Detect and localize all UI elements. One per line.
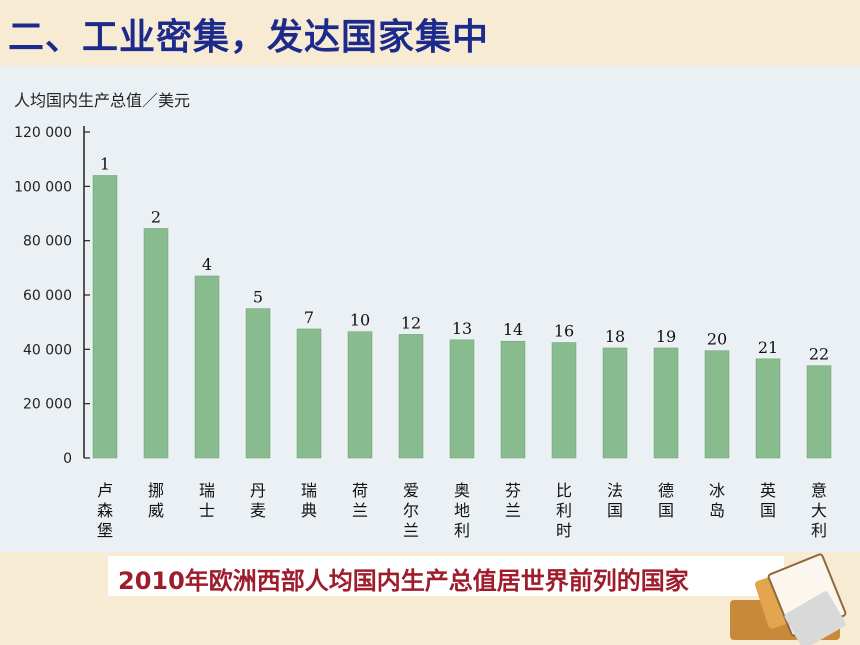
category-label-char: 尔: [403, 501, 419, 520]
y-axis-label: 人均国内生产总值／美元: [14, 91, 190, 110]
bars: [92, 175, 832, 459]
y-tick-label: 20 000: [23, 397, 72, 413]
rank-label: 12: [401, 313, 421, 332]
category-label-char: 森: [97, 501, 113, 520]
category-label-char: 瑞: [199, 481, 215, 500]
bar: [653, 347, 679, 459]
rank-label: 5: [253, 288, 263, 307]
bar: [500, 340, 526, 459]
rank-label: 16: [554, 322, 574, 341]
rank-label: 18: [605, 327, 625, 346]
bar: [704, 350, 730, 459]
rank-label: 1: [100, 154, 110, 173]
category-label-char: 岛: [709, 501, 725, 520]
bar: [755, 358, 781, 459]
category-label-char: 麦: [250, 501, 266, 520]
category-label-char: 芬: [505, 481, 521, 500]
category-label-char: 瑞: [301, 481, 317, 500]
rank-label: 14: [503, 320, 523, 339]
category-label-char: 典: [301, 501, 317, 520]
bar: [347, 331, 373, 459]
bar: [806, 365, 832, 459]
chart-panel: [0, 66, 860, 552]
category-label-char: 兰: [505, 501, 521, 520]
rank-label: 4: [202, 255, 212, 274]
rank-label: 21: [758, 338, 778, 357]
y-tick-label: 60 000: [23, 288, 72, 304]
category-label-char: 兰: [352, 501, 368, 520]
y-axis: 0 20 000 40 000 60 000 80 000 100 000 120 000: [14, 125, 90, 467]
category-label-char: 国: [607, 501, 623, 520]
category-label-char: 威: [148, 501, 164, 520]
bar: [398, 334, 424, 459]
category-label-char: 时: [556, 521, 572, 540]
category-label-char: 国: [658, 501, 674, 520]
category-label-char: 冰: [709, 481, 725, 500]
rank-label: 19: [656, 327, 676, 346]
category-label-char: 挪: [148, 481, 164, 500]
category-label-char: 地: [454, 501, 470, 520]
category-label-char: 丹: [250, 481, 266, 500]
category-label-char: 法: [607, 481, 623, 500]
bar: [245, 308, 271, 459]
category-label-char: 英: [760, 481, 776, 500]
category-label-char: 利: [556, 501, 572, 520]
y-tick-label: 100 000: [14, 179, 72, 195]
category-label-char: 利: [811, 521, 827, 540]
category-label-char: 意: [811, 481, 827, 500]
category-label-char: 荷: [352, 481, 368, 500]
category-label-char: 比: [556, 481, 572, 500]
category-label-char: 奥: [454, 481, 470, 500]
rank-label: 22: [809, 345, 829, 364]
rank-label: 20: [707, 330, 727, 349]
category-label-char: 士: [199, 501, 215, 520]
category-label-char: 堡: [97, 521, 113, 540]
bar: [602, 347, 628, 459]
category-label-char: 卢: [97, 481, 113, 500]
chart-caption: 2010年欧洲西部人均国内生产总值居世界前列的国家: [118, 567, 689, 595]
rank-label: 7: [304, 308, 314, 327]
y-tick-label: 40 000: [23, 342, 72, 358]
category-label-char: 国: [760, 501, 776, 520]
category-label-char: 爱: [403, 481, 419, 500]
rank-label: 2: [151, 207, 161, 226]
bar: [296, 328, 322, 459]
bar: [194, 275, 220, 459]
book-icon: [730, 553, 847, 645]
category-label-char: 兰: [403, 521, 419, 540]
slide-title: 二、工业密集，发达国家集中: [8, 17, 490, 58]
category-label-char: 利: [454, 521, 470, 540]
rank-label: 10: [350, 311, 370, 330]
category-label-char: 德: [658, 481, 674, 500]
title-bar: 二、工业密集，发达国家集中: [0, 0, 860, 66]
bar: [92, 175, 118, 459]
rank-label: 13: [452, 319, 472, 338]
category-label-char: 大: [811, 501, 827, 520]
caption-box: 2010年欧洲西部人均国内生产总值居世界前列的国家: [108, 556, 784, 596]
bar: [449, 339, 475, 459]
y-tick-label: 120 000: [14, 125, 72, 141]
y-tick-label: 0: [63, 451, 72, 467]
bar: [143, 228, 169, 459]
bar: [551, 342, 577, 459]
y-tick-label: 80 000: [23, 234, 72, 250]
